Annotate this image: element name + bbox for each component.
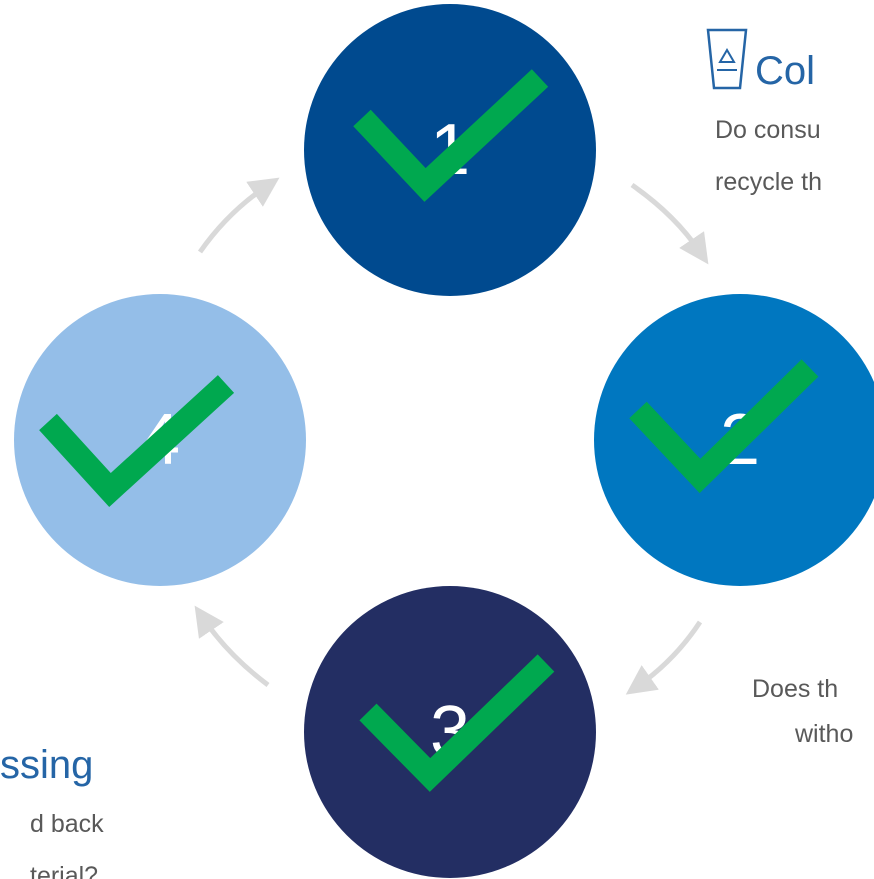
cycle-arrows [194,177,709,695]
section-text: Do consu [715,116,821,144]
checkmarks [39,69,819,792]
section-text: Does th [752,675,838,703]
step-circle [304,586,596,878]
section-text: d back [30,810,104,838]
checkmark [39,375,235,507]
arrow [630,182,709,265]
checkmark [359,654,555,792]
checkmark [629,359,819,494]
section-text: witho [794,720,853,748]
checkmark [353,69,549,202]
section-text: recycle th [715,168,822,196]
section-title: Col [755,49,815,93]
section-text: terial? [30,862,98,879]
arrow [625,620,703,695]
arrow [197,177,280,254]
section-title: ssing [0,743,93,787]
arrow [194,605,270,687]
recycle-bin-icon [706,28,748,90]
